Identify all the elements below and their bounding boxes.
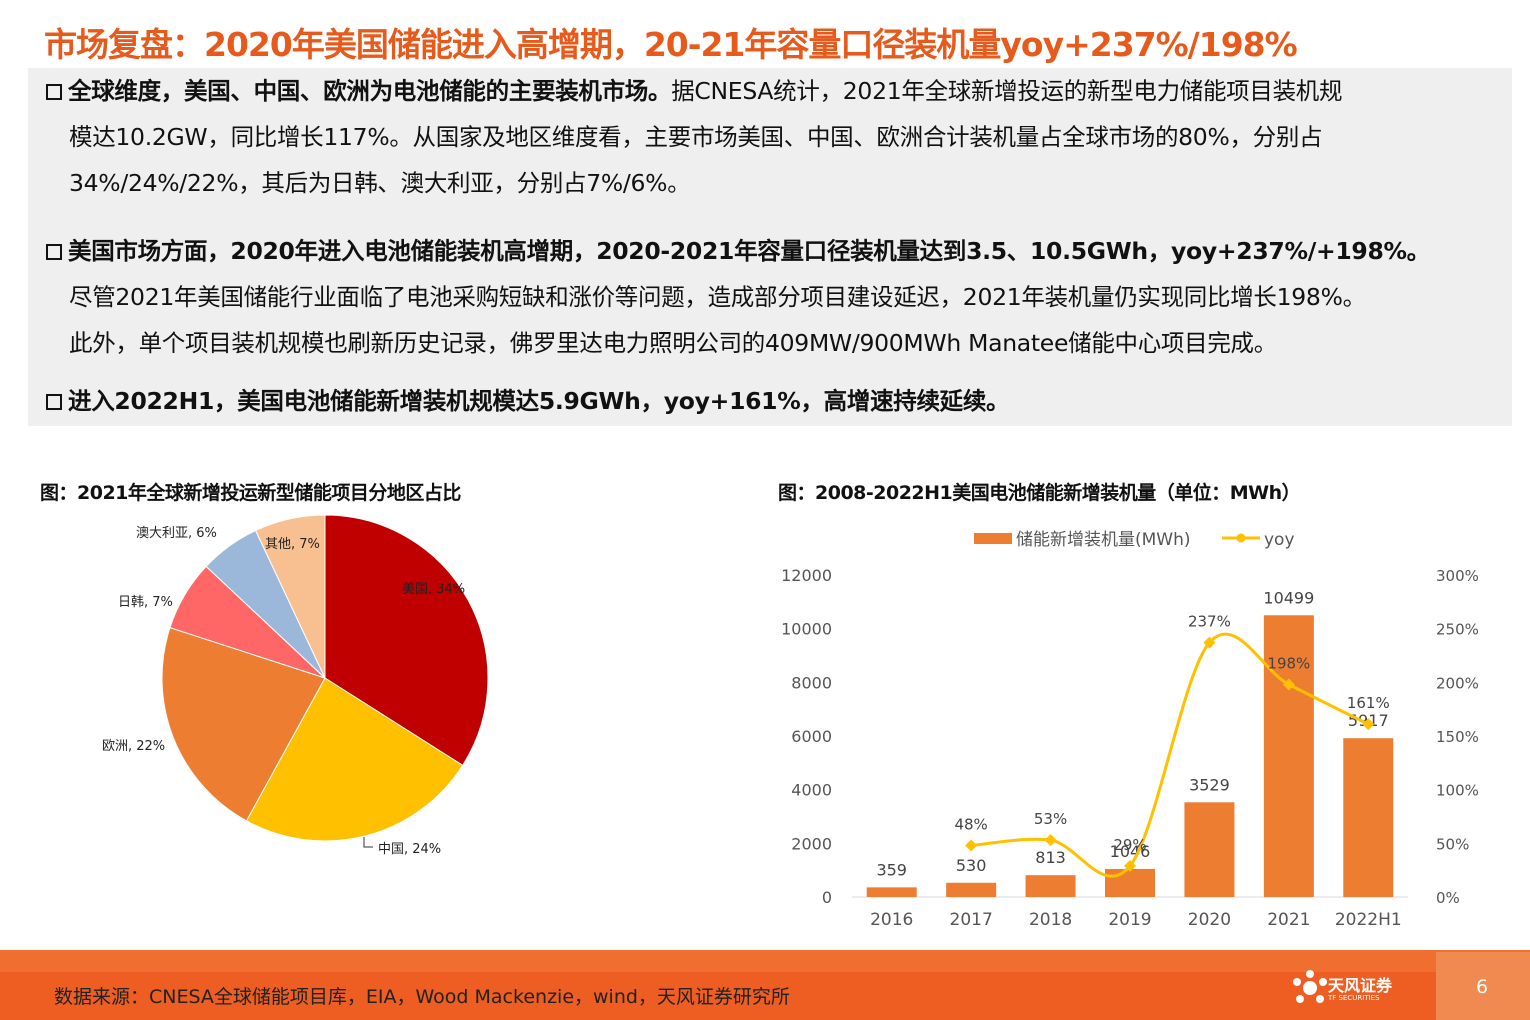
legend-swatch-bar (974, 533, 1012, 544)
checkbox-icon (46, 394, 62, 410)
bar-value-label: 10499 (1263, 588, 1314, 607)
bar-value-label: 813 (1035, 848, 1066, 867)
yoy-value-label: 237% (1188, 613, 1231, 631)
footer (0, 950, 1530, 1020)
pie-label: 欧洲, 22% (102, 739, 165, 754)
y-left-tick-label: 6000 (791, 727, 832, 746)
yoy-marker (1124, 859, 1136, 872)
pie-slice-中国 (245, 677, 464, 842)
yoy-marker (1203, 636, 1216, 649)
summary-panel: 全球维度，美国、中国、欧洲为电池储能的主要装机市场。据CNESA统计，2021年… (28, 68, 1512, 426)
y-right-tick-label: 50% (1436, 835, 1469, 853)
bar-2019 (1105, 868, 1155, 897)
pie-leader-line (363, 837, 373, 848)
pie-label: 美国, 34% (402, 582, 465, 597)
legend-label: 储能新增装机量(MWh) (1016, 530, 1191, 550)
bullet-text: 尽管2021年美国储能行业面临了电池采购短缺和涨价等问题，造成部分项目建设延迟，… (69, 283, 1366, 311)
bar-2016 (866, 887, 917, 897)
company-logo-icon (1293, 970, 1327, 1003)
bullet-text: 据CNESA统计，2021年全球新增投运的新型电力储能项目装机规 (671, 77, 1343, 105)
y-left-tick-label: 12000 (781, 566, 832, 585)
bullet-lead: 全球维度，美国、中国、欧洲为电池储能的主要装机市场。 (68, 77, 672, 105)
pie-slice-美国 (324, 514, 489, 767)
legend-marker (1236, 533, 1246, 543)
page-number: 6 (1476, 976, 1489, 998)
page-number-box (1436, 952, 1530, 1020)
bullet-1: 全球维度，美国、中国、欧洲为电池储能的主要装机市场。据CNESA统计，2021年… (46, 68, 1506, 206)
pie-slice-其他 (254, 514, 326, 679)
bar-value-label: 359 (876, 860, 907, 879)
pie-chart: 美国, 34% 中国, 24% 欧洲, 22% 日韩, 7% 澳大利亚, 6% 其他, 7… (102, 514, 489, 857)
y-left-tick-label: 8000 (791, 673, 832, 692)
x-tick-label: 2017 (950, 910, 993, 930)
data-source: 数据来源：CNESA全球储能项目库，EIA，Wood Mackenzie，win… (54, 986, 790, 1008)
x-tick-label: 2018 (1029, 910, 1072, 930)
bullet-text: 此外，单个项目装机规模也刷新历史记录，佛罗里达电力照明公司的409MW/900M… (69, 329, 1277, 357)
pie-label: 日韩, 7% (118, 595, 173, 610)
yoy-value-label: 48% (954, 815, 987, 833)
yoy-marker (1282, 678, 1295, 691)
bar-2022H1 (1343, 738, 1394, 897)
yoy-value-label: 53% (1034, 810, 1067, 828)
legend-label: yoy (1264, 530, 1295, 550)
bullet-text: 34%/24%/22%，其后为日韩、澳大利亚，分别占7%/6%。 (69, 169, 691, 197)
yoy-marker (1044, 834, 1057, 847)
pie-label: 中国, 24% (378, 842, 441, 857)
yoy-value-label: 161% (1347, 694, 1390, 712)
bar-2020 (1184, 802, 1235, 897)
yoy-value-label: 198% (1267, 654, 1310, 672)
x-tick-label: 2016 (870, 910, 913, 930)
y-right-tick-label: 0% (1436, 889, 1460, 907)
y-left-tick-label: 2000 (791, 834, 832, 853)
y-right-tick-label: 300% (1436, 567, 1479, 585)
yoy-marker (965, 839, 978, 852)
bullet-text: 模达10.2GW，同比增长117%。从国家及地区维度看，主要市场美国、中国、欧洲… (69, 123, 1323, 151)
bar-2017 (946, 882, 997, 897)
bar-value-label: 530 (956, 856, 987, 875)
pie-label: 澳大利亚, 6% (136, 525, 217, 541)
y-right-tick-label: 250% (1436, 621, 1479, 639)
bar-chart-title: 图：2008-2022H1美国电池储能新增装机量（单位：MWh） (778, 482, 1301, 504)
y-left-tick-label: 0 (822, 888, 832, 907)
y-left-tick-label: 10000 (781, 620, 832, 639)
bar-line-chart: 储能新增装机量(MWh) yoy 0 2000 4000 6000 8000 10000 120… (781, 530, 1479, 930)
yoy-marker (1362, 718, 1375, 731)
logo-subtext: TF SECURITIES (1328, 994, 1380, 1002)
logo-text: 天风证券 (1328, 976, 1393, 995)
y-right-tick-label: 150% (1436, 728, 1479, 746)
footer-band (0, 950, 1530, 972)
x-tick-label: 2022H1 (1335, 910, 1402, 930)
checkbox-icon (46, 84, 62, 100)
y-right-tick-label: 100% (1436, 782, 1479, 800)
bullet-lead: 美国市场方面，2020年进入电池储能装机高增期，2020-2021年容量口径装机… (68, 237, 1430, 265)
checkbox-icon (46, 244, 62, 260)
pie-slice-欧洲 (161, 626, 326, 822)
pie-label: 其他, 7% (265, 537, 320, 552)
x-tick-label: 2020 (1188, 910, 1231, 930)
bar-2018 (1025, 875, 1076, 897)
x-tick-label: 2021 (1267, 910, 1310, 930)
x-tick-label: 2019 (1108, 910, 1151, 930)
bullet-2: 美国市场方面，2020年进入电池储能装机高增期，2020-2021年容量口径装机… (46, 228, 1506, 366)
bar-value-label: 3529 (1189, 775, 1230, 794)
yoy-value-label: 29% (1113, 836, 1146, 854)
bar-2021 (1263, 615, 1314, 897)
pie-chart-title: 图：2021年全球新增投运新型储能项目分地区占比 (40, 482, 461, 504)
page-title: 市场复盘：2020年美国储能进入高增期，20-21年容量口径装机量yoy+237… (44, 25, 1298, 64)
y-left-tick-label: 4000 (791, 781, 832, 800)
y-right-tick-label: 200% (1436, 674, 1479, 692)
bullet-lead: 进入2022H1，美国电池储能新增装机规模达5.9GWh，yoy+161%，高增… (68, 387, 1010, 415)
bullet-3: 进入2022H1，美国电池储能新增装机规模达5.9GWh，yoy+161%，高增… (46, 378, 1506, 424)
